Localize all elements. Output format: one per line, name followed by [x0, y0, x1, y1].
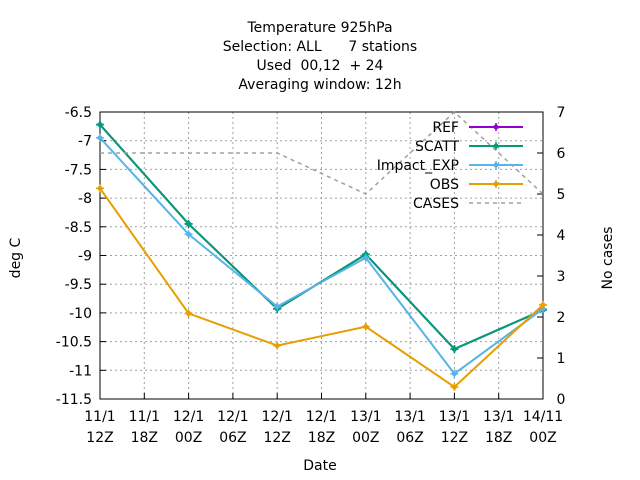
- point-scatt: [186, 221, 192, 227]
- point-impact-exp: [274, 304, 280, 310]
- x-tick-label-day: 11/1: [129, 409, 160, 425]
- point-scatt: [451, 346, 457, 352]
- legend-label-impact-exp: Impact_EXP: [377, 158, 459, 174]
- x-tick-label-hour: 06Z: [396, 430, 423, 446]
- x-tick-label-hour: 00Z: [175, 430, 202, 446]
- x-tick-label-day: 13/1: [439, 409, 470, 425]
- y2-tick-label: 4: [557, 228, 566, 244]
- y-axis-label: deg C: [8, 237, 24, 278]
- y2-tick-label: 3: [557, 269, 566, 285]
- title-line-1: Temperature 925hPa: [246, 20, 392, 36]
- legend-marker-obs: [493, 181, 499, 187]
- point-impact-exp: [363, 255, 369, 261]
- series-cases: [100, 110, 544, 195]
- y-tick-label: -9.5: [65, 277, 92, 293]
- legend-label-cases: CASES: [413, 196, 459, 212]
- y-tick-labels: -6.5 -7 -7.5 -8 -8.5 -9 -9.5 -10 -10.5 -11 -11.5: [56, 105, 92, 408]
- y-tick-label: -11.5: [56, 392, 92, 408]
- x-tick-label-hour: 06Z: [219, 430, 246, 446]
- point-impact-exp: [451, 371, 457, 377]
- point-impact-exp: [97, 135, 103, 141]
- y-tick-label: -9: [78, 249, 92, 265]
- y2-tick-label: 1: [557, 351, 566, 367]
- x-tick-label-day: 12/1: [306, 409, 337, 425]
- point-obs: [540, 302, 546, 308]
- x-tick-label-day: 13/1: [350, 409, 381, 425]
- x-tick-label-hour: 18Z: [308, 430, 335, 446]
- legend-marker-ref: [493, 124, 499, 130]
- series-line-obs: [99, 187, 544, 389]
- y-tick-label: -11: [69, 363, 92, 379]
- y2-tick-label: 5: [557, 187, 566, 203]
- x-tick-label-day: 14/11: [523, 409, 563, 425]
- point-impact-exp: [540, 306, 546, 312]
- y2-tick-label: 2: [557, 310, 566, 326]
- series-group: [96, 110, 547, 391]
- point-scatt: [97, 122, 103, 128]
- y-tick-label: -6.5: [65, 105, 92, 121]
- y-tick-label: -10: [69, 306, 92, 322]
- y-tick-label: -8.5: [65, 220, 92, 236]
- legend-entry-obs: OBS: [430, 177, 523, 193]
- title-line-2: Selection: ALL 7 stations: [223, 39, 417, 55]
- y2-tick-label: 0: [557, 392, 566, 408]
- x-tick-label-hour: 12Z: [86, 430, 113, 446]
- x-tick-label-day: 12/1: [173, 409, 204, 425]
- x-tick-label-day: 12/1: [261, 409, 292, 425]
- plot-frame: [99, 111, 544, 400]
- chart-title: Temperature 925hPa Selection: ALL 7 stat…: [223, 20, 417, 93]
- y2-tick-label: 7: [557, 105, 566, 121]
- x-tick-label-hour: 12Z: [441, 430, 468, 446]
- y2-axis-label: No cases: [600, 227, 616, 290]
- legend-label-scatt: SCATT: [415, 139, 459, 155]
- legend-label-obs: OBS: [430, 177, 459, 193]
- x-tick-label-day: 13/1: [394, 409, 425, 425]
- title-line-3: Used 00,12 + 24: [257, 58, 384, 74]
- legend-entry-ref: REF: [432, 120, 523, 136]
- x-axis-label: Date: [303, 458, 336, 474]
- y-tick-label: -8: [78, 191, 92, 207]
- x-tick-label-hour: 18Z: [485, 430, 512, 446]
- y2-tick-label: 6: [557, 146, 566, 162]
- series-obs: [96, 184, 547, 391]
- x-tick-label-day: 12/1: [217, 409, 248, 425]
- y-tick-label: -7: [78, 134, 92, 150]
- point-obs: [363, 324, 369, 330]
- y2-tick-labels: 7 6 5 4 3 2 1 0: [557, 105, 566, 408]
- legend-label-ref: REF: [432, 120, 459, 136]
- legend-entry-impact-exp: Impact_EXP: [377, 158, 523, 174]
- point-obs: [274, 343, 280, 349]
- point-obs: [186, 310, 192, 316]
- x-tick-labels: 11/1 12Z 11/1 18Z 12/1 00Z 12/1 06Z 12/1 12Z 12/1 1…: [84, 409, 563, 446]
- legend-marker-impact-exp: [493, 162, 499, 168]
- legend: REF SCATT Impact_EXP OBS CASES: [377, 120, 523, 212]
- x-tick-label-day: 13/1: [483, 409, 514, 425]
- x-tick-label-hour: 18Z: [131, 430, 158, 446]
- series-line-impact-exp: [99, 137, 544, 376]
- x-tick-label-hour: 00Z: [352, 430, 379, 446]
- x-tick-label-hour: 12Z: [263, 430, 290, 446]
- series-impact-exp: [96, 133, 547, 378]
- point-obs: [97, 185, 103, 191]
- x-tick-label-day: 11/1: [84, 409, 115, 425]
- point-obs: [451, 384, 457, 390]
- series-line-cases: [100, 110, 544, 195]
- point-impact-exp: [186, 231, 192, 237]
- grid: [100, 112, 543, 399]
- title-line-4: Averaging window: 12h: [238, 77, 401, 93]
- x-tick-label-hour: 00Z: [529, 430, 556, 446]
- y-tick-label: -7.5: [65, 162, 92, 178]
- legend-entry-cases: CASES: [413, 196, 523, 212]
- legend-marker-scatt: [493, 143, 499, 149]
- legend-entry-scatt: SCATT: [415, 139, 523, 155]
- y-tick-label: -10.5: [56, 335, 92, 351]
